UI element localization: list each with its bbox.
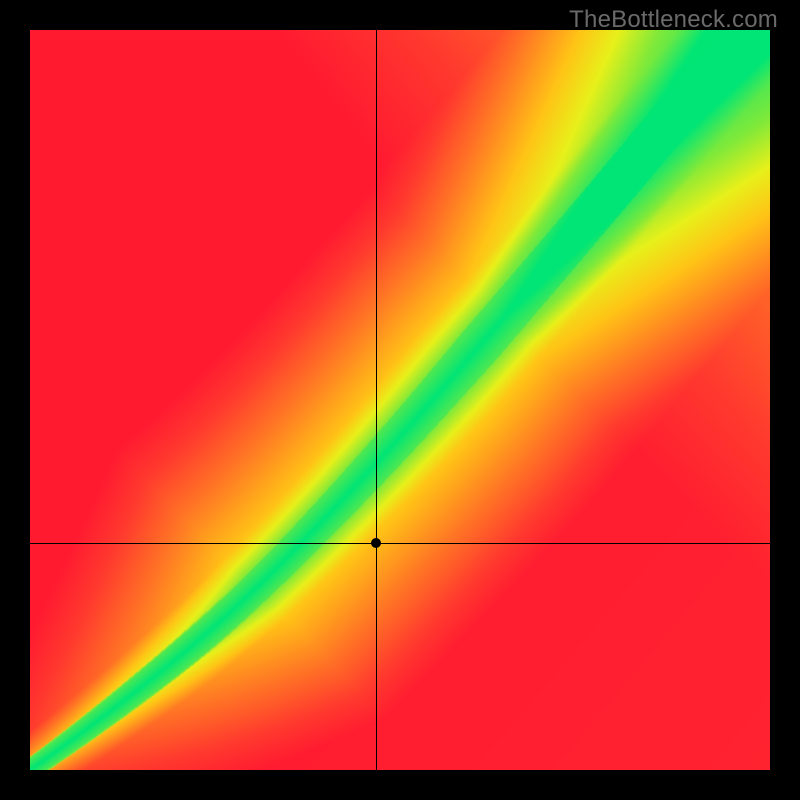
crosshair-horizontal — [30, 543, 770, 544]
heatmap-plot-area — [30, 30, 770, 770]
current-config-marker — [371, 538, 381, 548]
watermark-text: TheBottleneck.com — [569, 6, 778, 34]
crosshair-vertical — [376, 30, 377, 770]
bottleneck-heatmap-canvas — [30, 30, 770, 770]
